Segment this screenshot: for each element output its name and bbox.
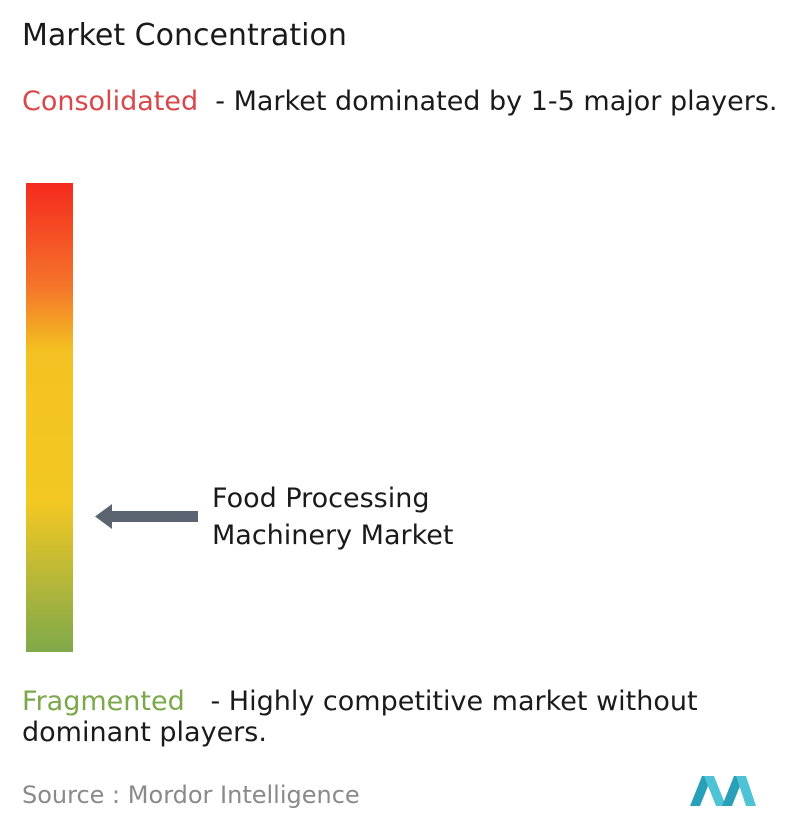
fragmented-legend: Fragmented - Highly competitive market w… [22,686,792,748]
fragmented-description: - Highly competitive market without domi… [22,686,698,748]
marker-arrow [95,504,198,529]
source: Source : Mordor Intelligence [22,781,360,809]
concentration-bar [26,183,73,652]
consolidated-label: Consolidated [22,86,199,117]
source-name: Mordor Intelligence [127,781,360,809]
consolidated-legend: Consolidated - Market dominated by 1-5 m… [22,86,792,117]
logo [690,776,756,806]
consolidated-description: - Market dominated by 1-5 major players. [215,86,778,117]
title: Market Concentration [22,18,347,53]
marker-label: Food Processing Machinery Market [212,483,454,551]
fragmented-label: Fragmented [22,686,185,717]
source-prefix: Source : [22,781,121,809]
